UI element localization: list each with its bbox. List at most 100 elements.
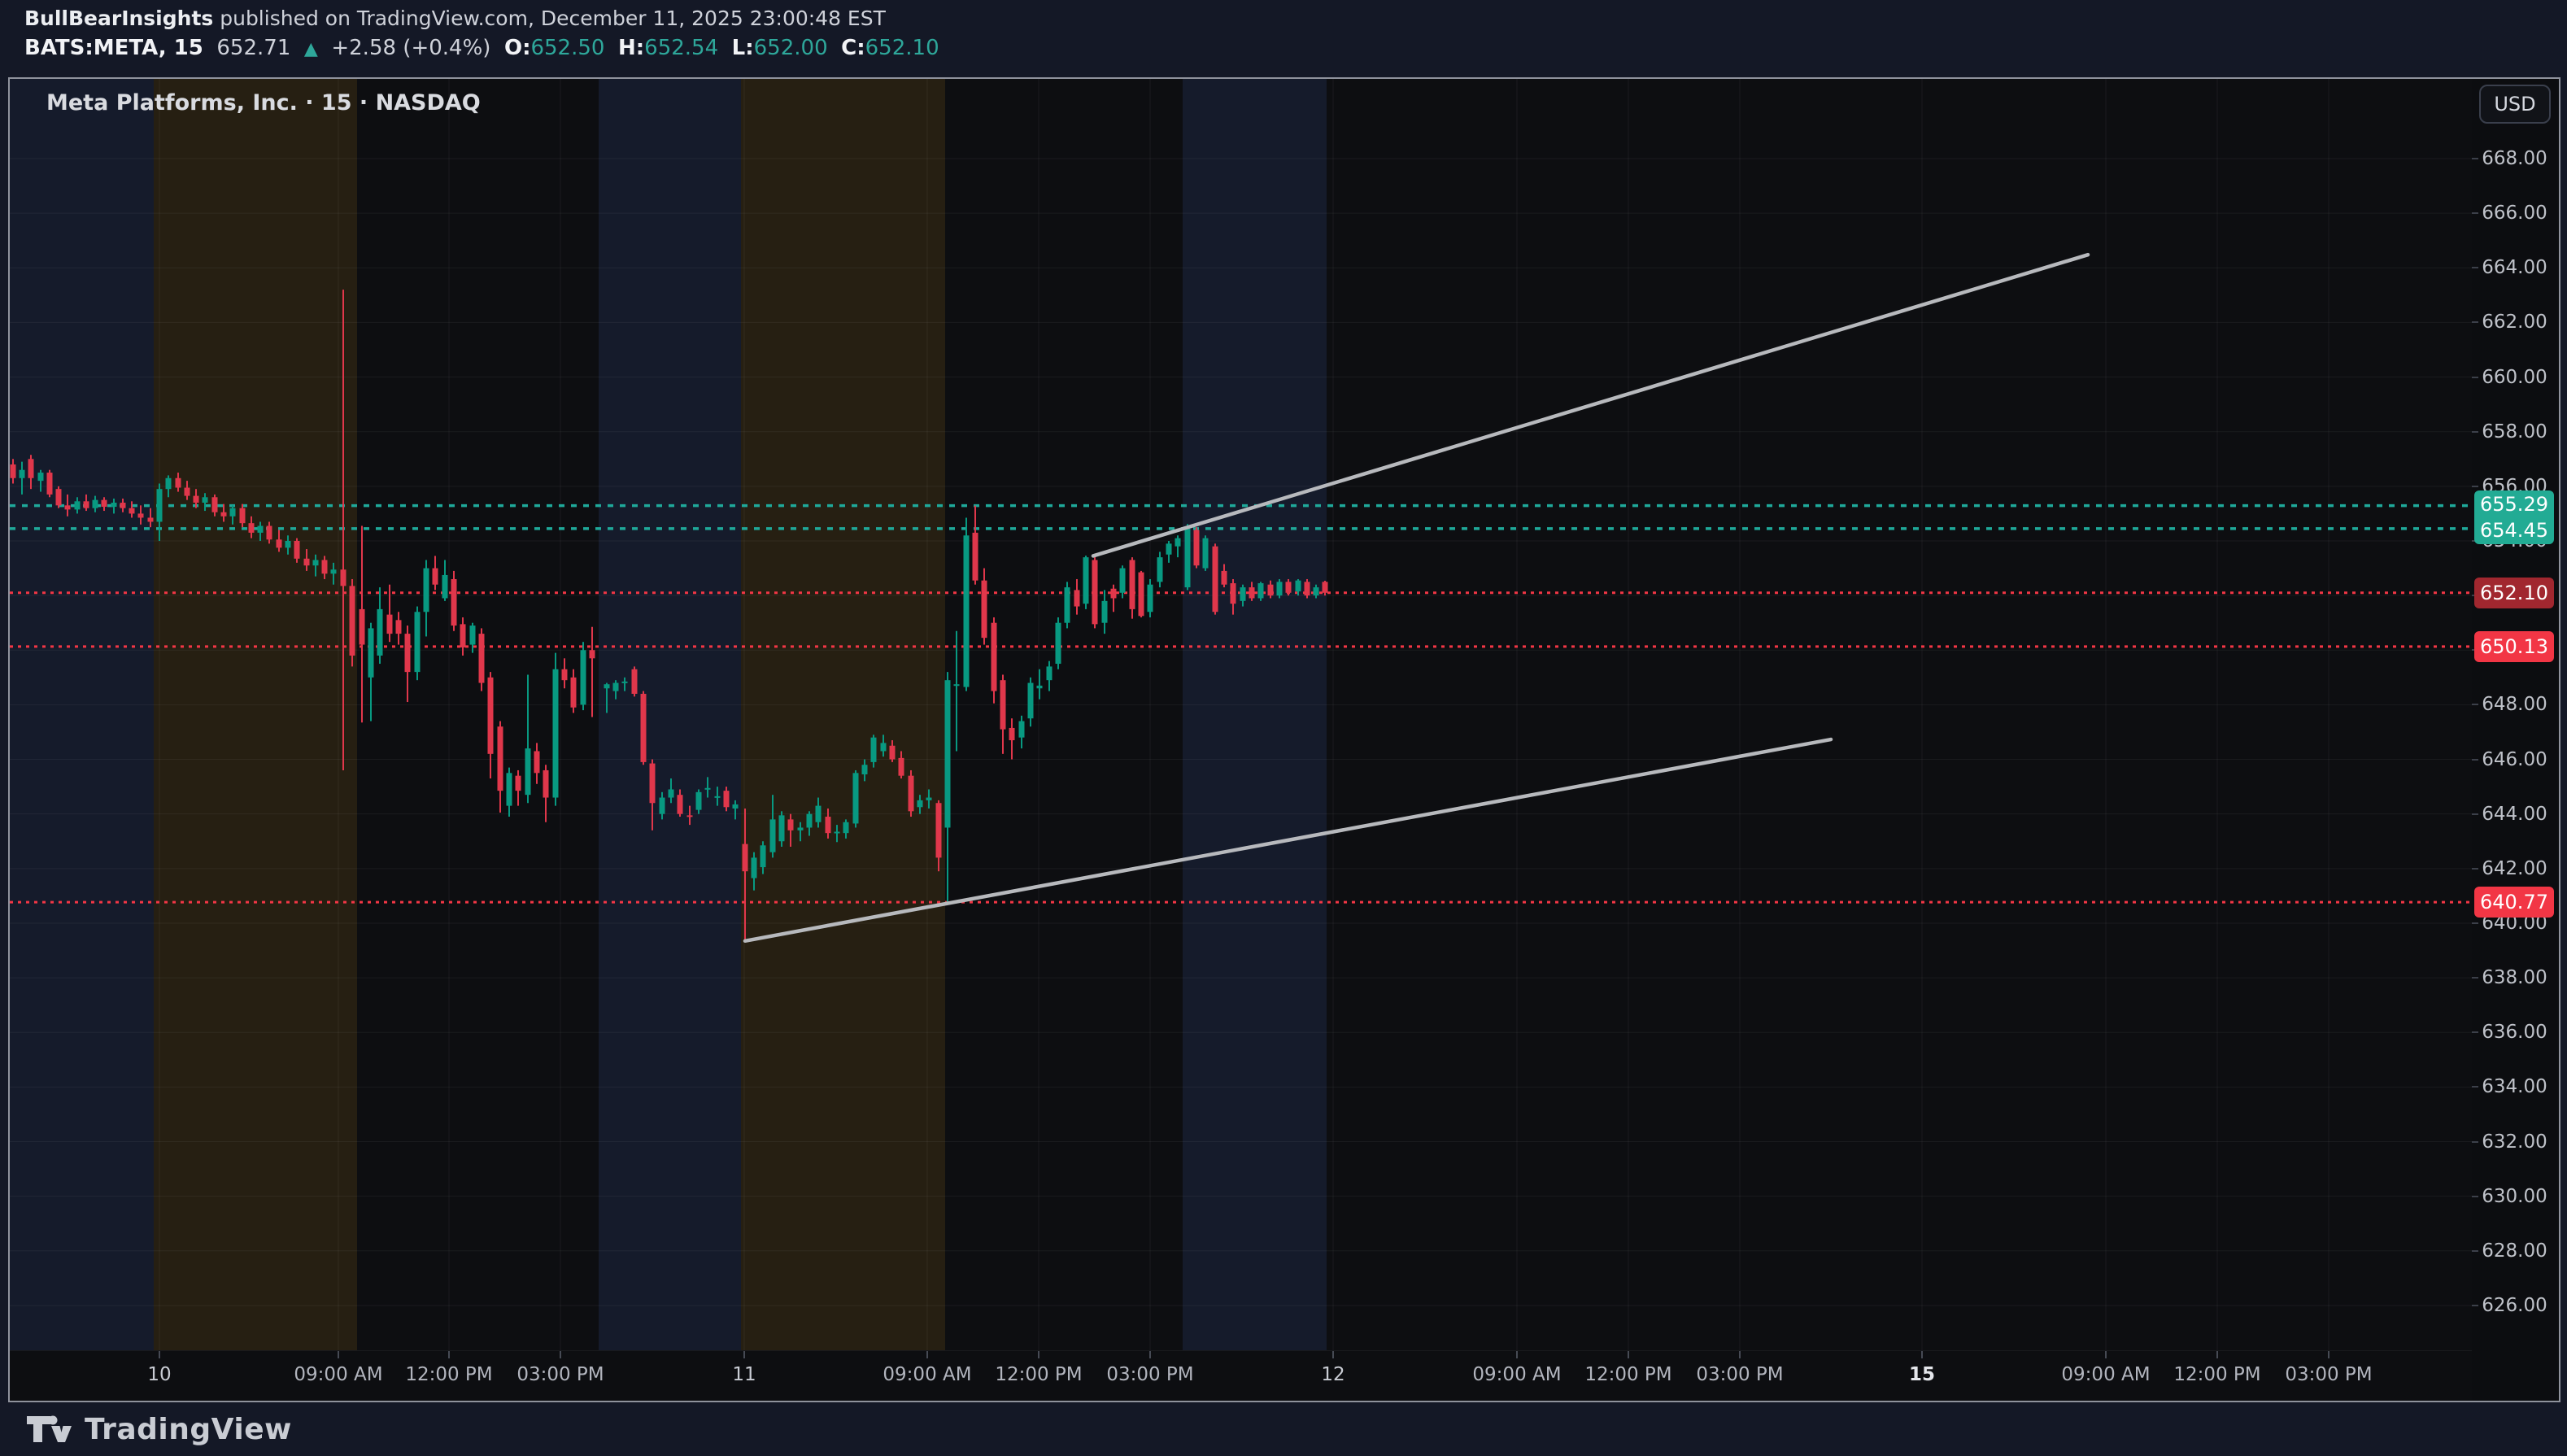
time-axis-label: 09:00 AM bbox=[294, 1364, 383, 1385]
candle-body bbox=[1110, 588, 1117, 599]
candle-body bbox=[359, 608, 365, 645]
session-band-post bbox=[599, 79, 741, 1350]
candlestick-chart-svg bbox=[10, 79, 2472, 1350]
candle-body bbox=[101, 499, 107, 508]
time-tick-mark bbox=[926, 1351, 928, 1358]
tradingview-logo[interactable]: TradingView bbox=[26, 1413, 292, 1446]
price-tick-mark bbox=[2472, 158, 2478, 159]
published-line: BullBearInsights published on TradingVie… bbox=[24, 7, 886, 30]
candle-body bbox=[1018, 721, 1025, 738]
time-tick-mark bbox=[1332, 1351, 1334, 1358]
candle-body bbox=[1202, 538, 1209, 569]
price-axis-label: 626.00 bbox=[2482, 1294, 2547, 1316]
candle-body bbox=[677, 795, 683, 814]
candle-body bbox=[806, 813, 813, 828]
price-tick-mark bbox=[2472, 867, 2478, 870]
candle-body bbox=[1257, 583, 1264, 599]
candle-body bbox=[478, 634, 485, 683]
candle-body bbox=[285, 540, 291, 548]
open-value: 652.50 bbox=[530, 36, 605, 60]
candle-body bbox=[751, 857, 757, 878]
time-axis-label: 10 bbox=[147, 1364, 172, 1385]
candle-body bbox=[10, 464, 16, 478]
price-tag-value: 652.10 bbox=[2480, 581, 2548, 604]
candle-body bbox=[1092, 560, 1098, 625]
price-tick-mark bbox=[2472, 376, 2478, 378]
candle-body bbox=[561, 669, 568, 681]
candle-body bbox=[442, 574, 448, 599]
candle-body bbox=[723, 791, 730, 808]
price-axis-label: 642.00 bbox=[2482, 857, 2547, 879]
session-band-regular bbox=[357, 79, 599, 1350]
candle-body bbox=[631, 669, 638, 694]
candle-body bbox=[74, 501, 81, 510]
chart-title: Meta Platforms, Inc. · 15 · NASDAQ bbox=[46, 90, 481, 116]
time-axis-label: 12:00 PM bbox=[405, 1364, 493, 1385]
time-tick-mark bbox=[1739, 1351, 1741, 1358]
open-label: O: bbox=[503, 36, 531, 60]
candle-body bbox=[991, 622, 997, 691]
candle-body bbox=[732, 804, 739, 809]
time-axis-label: 03:00 PM bbox=[1696, 1364, 1784, 1385]
tradingview-logo-icon bbox=[27, 1415, 72, 1442]
candle-body bbox=[1212, 546, 1218, 612]
candle-body bbox=[193, 495, 199, 503]
price-tag-650.13: 650.13 bbox=[2474, 630, 2554, 662]
candle-body bbox=[1221, 570, 1227, 585]
candle-body bbox=[621, 681, 628, 683]
candle-body bbox=[37, 473, 44, 482]
candle-body bbox=[229, 508, 236, 517]
time-tick-mark bbox=[1921, 1351, 1923, 1358]
candle-body bbox=[1036, 685, 1043, 689]
candle-body bbox=[580, 650, 586, 705]
candle-body bbox=[1193, 530, 1200, 566]
candle-body bbox=[1304, 582, 1310, 596]
candle-body bbox=[797, 827, 804, 830]
candle-body bbox=[917, 800, 923, 808]
candle-body bbox=[368, 628, 374, 678]
candle-body bbox=[852, 773, 859, 824]
candle-body bbox=[815, 805, 822, 822]
candle-body bbox=[248, 523, 255, 533]
candle-body bbox=[266, 525, 272, 540]
candle-body bbox=[604, 684, 610, 689]
candle-body bbox=[1119, 568, 1126, 593]
chart-plot-area[interactable]: Meta Platforms, Inc. · 15 · NASDAQ bbox=[10, 79, 2472, 1350]
price-change: +2.58 (+0.4%) bbox=[331, 36, 491, 60]
symbol-interval: BATS:META, 15 bbox=[24, 36, 203, 60]
price-axis[interactable]: USD 668.00 666.00 664.00 662.00 660.00 658.00… bbox=[2472, 79, 2557, 1401]
candle-body bbox=[414, 612, 421, 673]
candle-body bbox=[760, 845, 766, 868]
session-band-regular bbox=[1327, 79, 2461, 1350]
candle-body bbox=[640, 693, 647, 762]
candle-body bbox=[451, 578, 457, 626]
candle-body bbox=[257, 525, 264, 533]
time-axis-label: 12:00 PM bbox=[995, 1364, 1083, 1385]
published-text: published on TradingView.com, December 1… bbox=[213, 7, 886, 30]
symbol-ohlc-line: BATS:META, 15 652.71 ▲ +2.58 (+0.4%) O:6… bbox=[24, 36, 939, 60]
high-label: H: bbox=[617, 36, 645, 60]
price-tick-mark bbox=[2472, 704, 2478, 706]
price-tick-mark bbox=[2472, 1140, 2478, 1143]
candle-body bbox=[1267, 584, 1274, 596]
candle-body bbox=[312, 560, 319, 566]
price-axis-label: 648.00 bbox=[2482, 694, 2547, 716]
candle-body bbox=[165, 477, 172, 490]
candle-body bbox=[1083, 557, 1089, 604]
currency-toggle-button[interactable]: USD bbox=[2479, 85, 2551, 124]
price-tick-mark bbox=[2472, 267, 2478, 269]
candle-body bbox=[202, 497, 208, 503]
candle-body bbox=[19, 469, 25, 478]
price-axis-label: 668.00 bbox=[2482, 148, 2547, 169]
time-axis[interactable]: 10 09:00 AM 12:00 PM 03:00 PM 11 09:00 AM 12:0… bbox=[10, 1350, 2472, 1400]
candle-body bbox=[1147, 584, 1153, 612]
candle-body bbox=[742, 844, 748, 872]
candle-body bbox=[668, 789, 674, 798]
candle-body bbox=[469, 626, 476, 645]
candle-body bbox=[787, 819, 794, 830]
candle-body bbox=[211, 497, 218, 512]
session-band-pre bbox=[154, 79, 357, 1350]
candle-body bbox=[321, 560, 328, 574]
candle-body bbox=[92, 499, 98, 508]
candle-body bbox=[184, 487, 190, 496]
